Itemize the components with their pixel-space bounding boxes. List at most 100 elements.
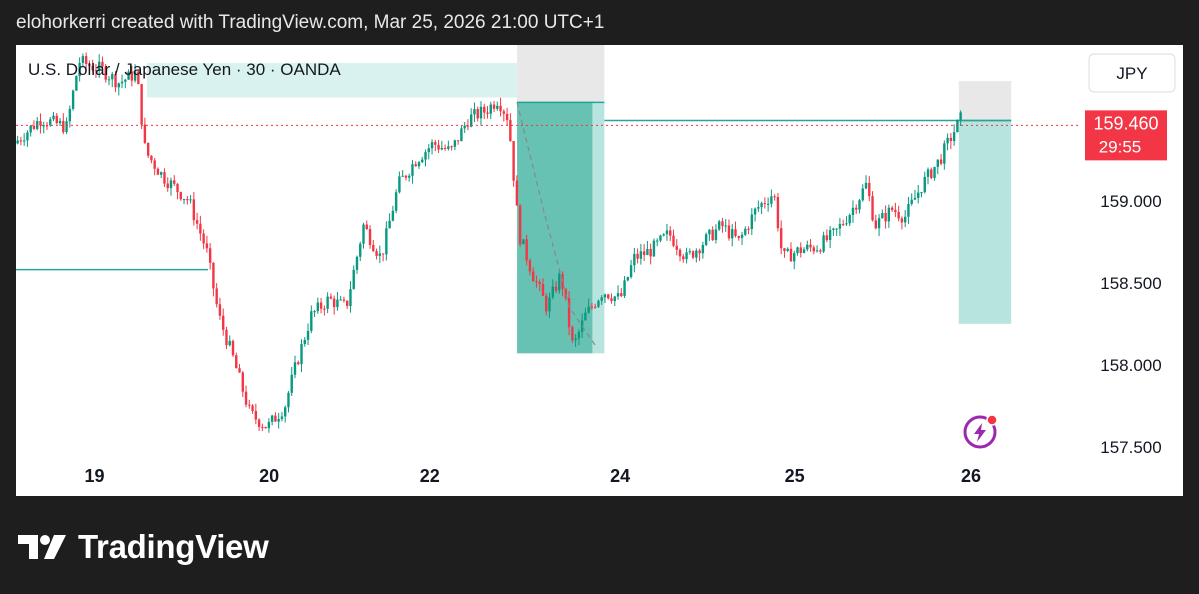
candle-body	[362, 224, 365, 244]
candle	[721, 217, 724, 233]
candle-body	[84, 56, 88, 65]
candle	[430, 139, 434, 155]
candle-body	[486, 112, 489, 114]
candle-body	[636, 253, 639, 259]
candle-body	[711, 229, 714, 241]
candle-body	[430, 142, 434, 149]
candle	[855, 204, 858, 214]
candle-body	[460, 128, 463, 142]
candle	[375, 248, 378, 260]
candle-body	[326, 296, 329, 309]
candle-body	[512, 141, 515, 181]
candle	[783, 247, 786, 258]
candle-body	[156, 168, 160, 175]
candle	[835, 228, 838, 236]
candle	[525, 234, 528, 266]
candle	[832, 227, 835, 236]
short-position-2-stop-zone	[958, 81, 1012, 121]
candle	[218, 297, 222, 320]
candle-body	[479, 106, 483, 119]
candle-body	[22, 140, 26, 142]
candle	[287, 390, 290, 413]
candle-body	[127, 71, 130, 80]
candle	[222, 308, 225, 336]
candle	[486, 106, 489, 119]
candle	[440, 140, 444, 151]
candle	[946, 133, 949, 151]
candle-body	[176, 183, 179, 193]
candle-body	[672, 235, 675, 246]
candle	[483, 103, 486, 120]
candle-body	[815, 250, 819, 252]
candle	[567, 291, 571, 336]
candle	[554, 281, 558, 294]
candle	[244, 385, 248, 408]
candle-body	[427, 148, 430, 153]
candle-body	[721, 221, 724, 227]
currency-label: JPY	[1116, 64, 1147, 83]
candle-body	[146, 142, 150, 156]
candle-body	[417, 162, 421, 167]
candle-body	[763, 203, 767, 205]
candle	[633, 248, 636, 273]
candle-body	[714, 229, 718, 241]
candle	[819, 248, 822, 254]
candle-body	[887, 207, 891, 222]
candle	[642, 244, 646, 261]
candle-body	[120, 81, 124, 84]
candle-body	[607, 294, 610, 299]
candle	[652, 238, 656, 257]
candle-body	[685, 252, 688, 260]
candle	[682, 253, 685, 263]
candle	[169, 177, 173, 196]
candle	[574, 333, 577, 347]
candle-body	[903, 216, 907, 223]
candle	[558, 271, 561, 294]
candle	[593, 303, 597, 309]
candle-body	[538, 282, 541, 284]
candle-body	[858, 200, 861, 210]
candle-body	[949, 137, 953, 141]
candle	[143, 117, 147, 145]
candle-body	[564, 288, 568, 299]
candle	[930, 167, 933, 180]
candle-body	[796, 247, 799, 254]
candle-body	[218, 304, 222, 316]
candle-body	[675, 245, 678, 250]
candle-body	[845, 223, 848, 225]
candle-body	[88, 64, 91, 66]
candle	[378, 245, 382, 264]
candle-body	[222, 315, 225, 330]
candle	[499, 97, 502, 117]
candle	[815, 245, 819, 253]
candle-body	[744, 228, 747, 235]
candle	[166, 177, 169, 192]
candle	[770, 189, 773, 208]
candle-body	[45, 125, 49, 127]
candle	[528, 258, 532, 276]
short-position-1-stop-zone	[517, 40, 605, 103]
currency-button[interactable]: JPY	[1088, 53, 1176, 93]
candle	[385, 221, 388, 261]
candle	[802, 247, 806, 254]
candle-body	[62, 120, 65, 133]
candle-body	[463, 125, 466, 129]
candle-body	[577, 331, 581, 339]
candle-body	[137, 71, 140, 85]
candle	[623, 275, 626, 298]
candle-body	[372, 244, 375, 252]
candle-body	[639, 251, 643, 259]
candle	[887, 204, 891, 228]
chart-panel[interactable]: U.S. Dollar / Japanese Yen · 30 · OANDA …	[16, 40, 1183, 496]
candle-body	[160, 172, 163, 175]
candle	[62, 113, 65, 135]
price-chart[interactable]: U.S. Dollar / Japanese Yen · 30 · OANDA …	[16, 40, 1183, 496]
candle	[192, 191, 196, 226]
candle-body	[926, 169, 930, 177]
candle	[779, 220, 783, 255]
candle-body	[375, 251, 378, 256]
flash-icon[interactable]	[963, 414, 998, 449]
candle	[329, 293, 333, 300]
candle-body	[747, 228, 750, 230]
candle	[270, 414, 274, 426]
